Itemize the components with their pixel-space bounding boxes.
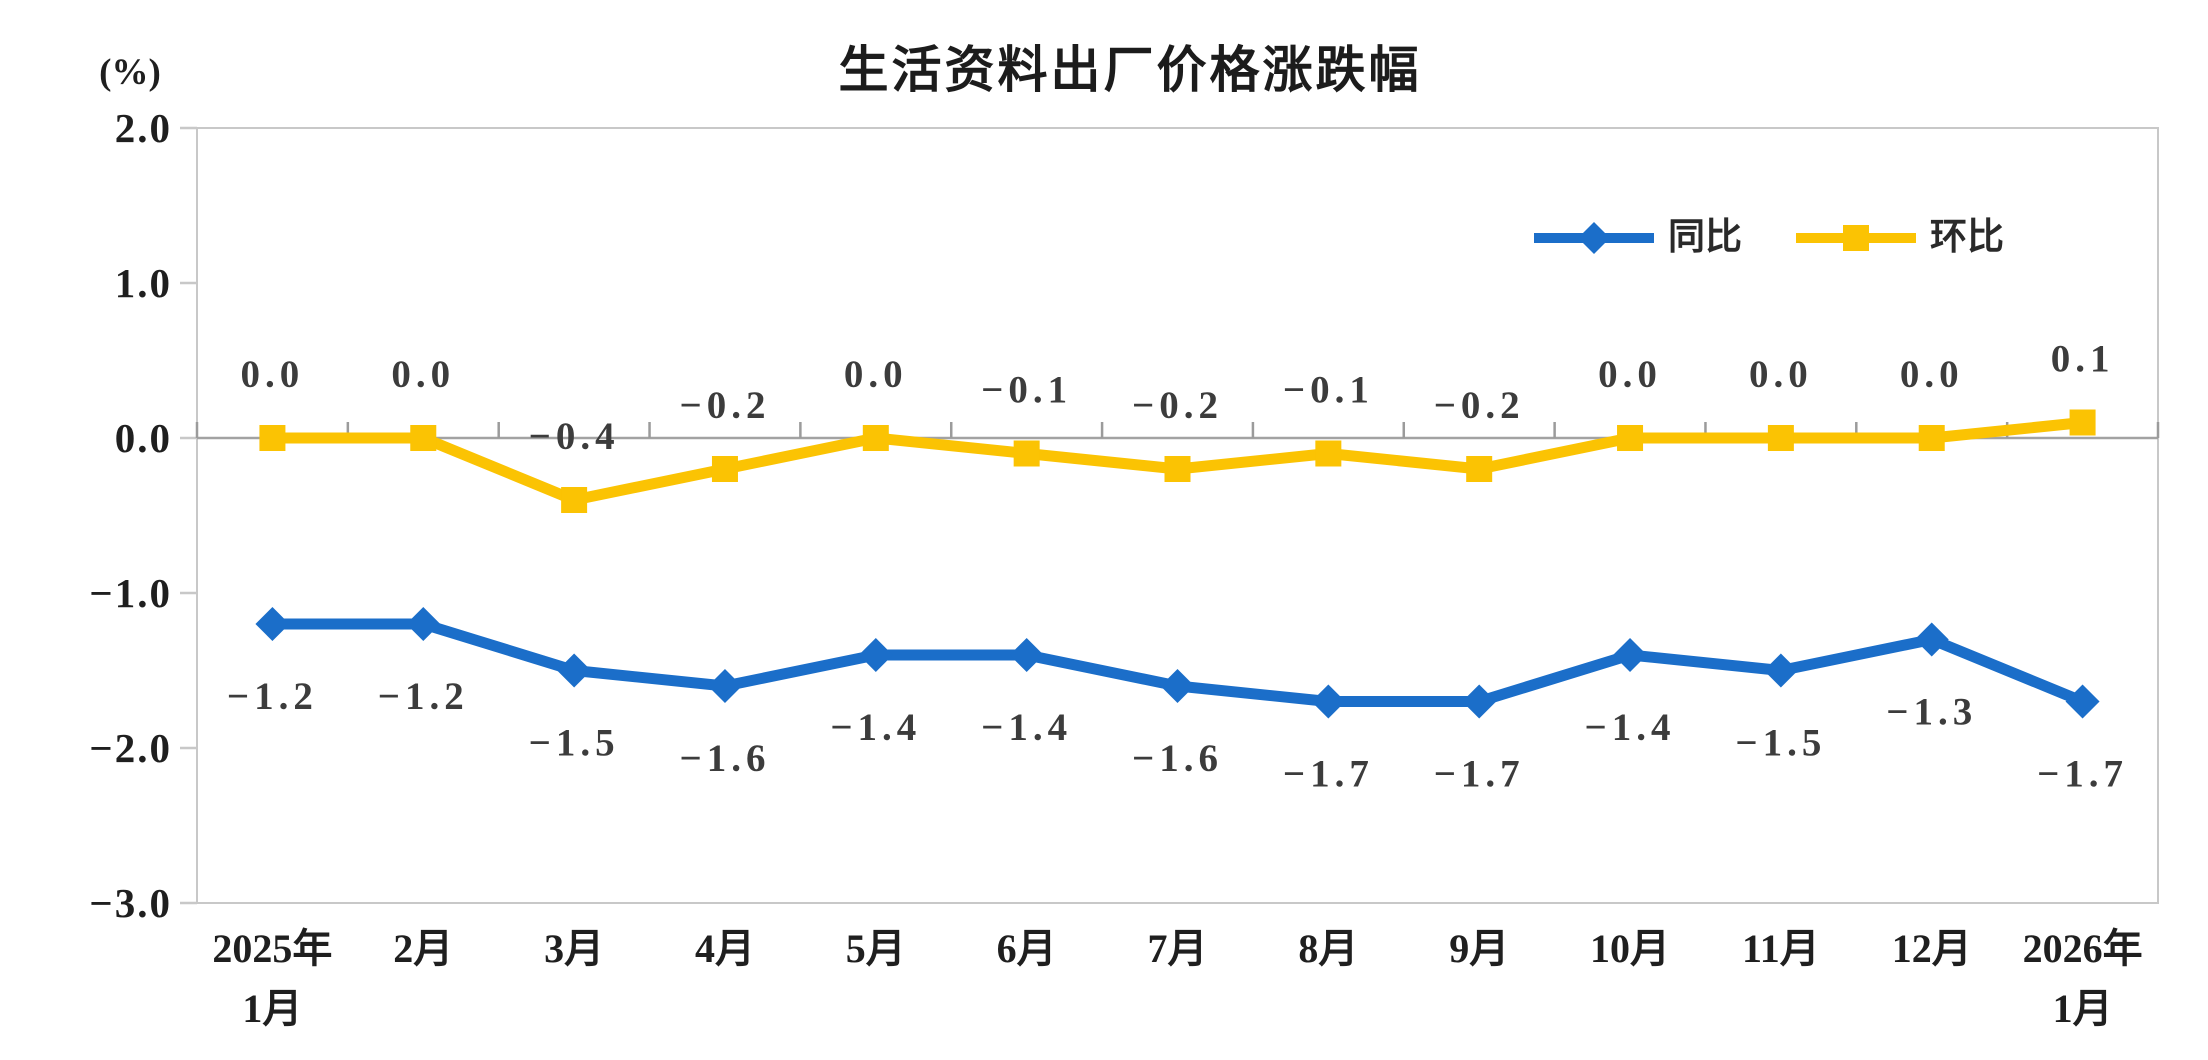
x-axis-label: 8月 <box>1298 926 1358 971</box>
chart-title: 生活资料出厂价格涨跌幅 <box>838 42 1422 98</box>
x-axis-label: 6月 <box>997 926 1057 971</box>
data-label-yoy: −1.5 <box>1735 722 1826 765</box>
data-label-mom: 0.0 <box>1749 353 1813 396</box>
data-label-mom: 0.0 <box>391 353 455 396</box>
data-label-mom: −0.4 <box>529 415 620 458</box>
data-point-yoy <box>707 669 742 703</box>
data-point-mom <box>1767 425 1794 451</box>
data-label-yoy: −1.4 <box>981 706 1072 749</box>
data-point-mom <box>711 456 738 482</box>
data-label-mom: 0.0 <box>241 353 305 396</box>
x-axis-label: 7月 <box>1148 926 1208 971</box>
data-label-mom: −0.2 <box>679 384 770 427</box>
data-label-yoy: −1.5 <box>529 722 620 765</box>
y-axis-label: 2.0 <box>115 105 172 151</box>
x-axis-label: 4月 <box>695 926 755 971</box>
data-point-yoy <box>1763 653 1798 688</box>
x-axis-label: 10月 <box>1590 926 1670 971</box>
data-label-yoy: −1.7 <box>2037 753 2128 796</box>
data-label-mom: 0.0 <box>844 353 908 396</box>
data-point-mom <box>1164 456 1191 482</box>
data-point-mom <box>259 425 286 451</box>
data-point-mom <box>862 425 889 451</box>
data-point-mom <box>561 487 588 513</box>
data-point-mom <box>1918 425 1945 451</box>
data-point-mom <box>410 425 437 451</box>
y-axis-unit-label: (%) <box>99 52 161 93</box>
y-axis-label: 0.0 <box>115 415 172 461</box>
data-point-yoy <box>557 653 592 688</box>
data-label-yoy: −1.6 <box>679 737 770 780</box>
x-axis-label: 2025年 1月 <box>212 926 332 1031</box>
data-point-yoy <box>2065 684 2100 719</box>
y-axis-label: −1.0 <box>89 570 172 616</box>
data-point-yoy <box>406 607 441 641</box>
x-axis-label: 3月 <box>544 926 604 971</box>
x-axis-label: 2月 <box>393 926 453 971</box>
data-label-yoy: −1.3 <box>1886 691 1977 734</box>
data-label-yoy: −1.4 <box>1585 706 1676 749</box>
data-point-yoy <box>1462 684 1497 719</box>
data-point-mom <box>1315 440 1342 467</box>
x-axis-label: 12月 <box>1892 926 1972 971</box>
mom-line-marker-icon <box>1796 225 1916 251</box>
data-point-mom <box>1617 425 1644 451</box>
data-label-yoy: −1.2 <box>227 675 318 718</box>
x-axis-label: 5月 <box>846 926 906 971</box>
x-axis-label: 9月 <box>1449 926 1509 971</box>
data-label-mom: 0.1 <box>2051 338 2115 381</box>
data-label-yoy: −1.2 <box>378 675 469 718</box>
yoy-line-marker-icon <box>1534 222 1654 254</box>
legend: 同比 环比 <box>1532 217 2004 258</box>
y-axis-label: −2.0 <box>89 725 172 771</box>
data-label-mom: 0.0 <box>1598 353 1662 396</box>
data-point-mom <box>1013 440 1040 467</box>
data-point-mom <box>1466 456 1493 482</box>
data-point-yoy <box>1160 669 1195 703</box>
data-label-yoy: −1.6 <box>1132 737 1223 780</box>
data-label-yoy: −1.4 <box>830 706 921 749</box>
data-label-mom: −0.1 <box>1283 369 1374 412</box>
data-point-yoy <box>1613 638 1648 672</box>
y-axis-label: −3.0 <box>89 880 172 926</box>
data-label-yoy: −1.7 <box>1434 753 1525 796</box>
x-axis-label: 11月 <box>1742 926 1820 971</box>
data-point-yoy <box>1311 684 1346 719</box>
data-point-yoy <box>255 607 290 641</box>
legend-label-mom: 环比 <box>1930 217 2004 258</box>
data-label-mom: −0.2 <box>1434 384 1525 427</box>
x-axis-label: 2026年 1月 <box>2023 926 2143 1031</box>
data-point-yoy <box>1914 622 1949 657</box>
legend-item-yoy: 同比 <box>1532 217 1742 258</box>
plot-border <box>196 127 2159 904</box>
legend-item-mom: 环比 <box>1794 217 2004 258</box>
data-label-mom: 0.0 <box>1900 353 1964 396</box>
data-label-mom: −0.2 <box>1132 384 1223 427</box>
y-axis-label: 1.0 <box>115 260 172 306</box>
legend-label-yoy: 同比 <box>1668 217 1742 258</box>
data-label-mom: −0.1 <box>981 369 1072 412</box>
data-label-yoy: −1.7 <box>1283 753 1374 796</box>
data-point-yoy <box>858 638 893 672</box>
data-point-yoy <box>1009 638 1044 672</box>
data-point-mom <box>2069 409 2096 436</box>
